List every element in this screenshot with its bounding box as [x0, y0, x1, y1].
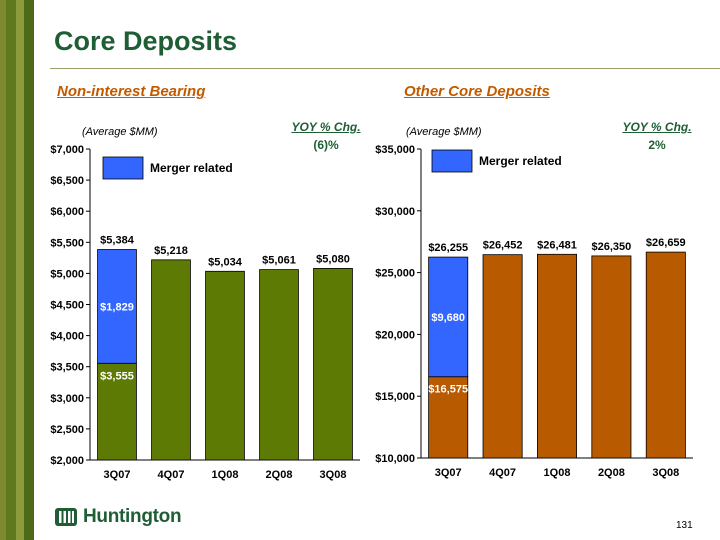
left-yoy-label: YOY % Chg.: [291, 120, 361, 134]
right-yoy-value: 2%: [648, 138, 666, 152]
right-section-heading: Other Core Deposits: [404, 83, 550, 100]
left-bar-4Q07: [151, 259, 191, 461]
decorative-side-band: [0, 0, 34, 540]
left-legend-label: Merger related: [150, 161, 233, 175]
left-legend-swatch: [102, 156, 144, 180]
left-bar-2Q08: [259, 269, 299, 461]
right-merger-bar-3Q07: [428, 256, 469, 378]
left-y-tick-label: $2,500: [50, 424, 84, 436]
right-legend-swatch: [431, 149, 473, 173]
left-y-tick-label: $2,000: [50, 455, 84, 467]
left-total-label: $5,384: [100, 235, 135, 247]
right-bar-1Q08: [537, 253, 577, 459]
right-total-label: $26,452: [483, 240, 523, 252]
left-y-tick-label: $3,500: [50, 362, 84, 374]
right-y-tick-label: $10,000: [375, 453, 415, 465]
left-y-tick-label: $4,500: [50, 300, 84, 312]
right-total-label: $26,255: [428, 242, 468, 254]
left-unit-note: (Average $MM): [82, 126, 158, 138]
right-bar-3Q07: [428, 376, 469, 459]
right-y-tick-label: $30,000: [375, 206, 415, 218]
left-y-tick-label: $5,500: [50, 237, 84, 249]
left-x-tick-label: 2Q08: [266, 469, 293, 481]
left-merger-bar-3Q07: [97, 249, 137, 364]
left-yoy-value: (6)%: [313, 138, 339, 152]
right-legend-label: Merger related: [479, 154, 562, 168]
right-y-tick-label: $15,000: [375, 391, 415, 403]
right-total-label: $26,350: [592, 241, 632, 253]
right-bar-3Q08: [645, 251, 686, 459]
huntington-logo-icon: [55, 508, 77, 526]
right-x-tick-label: 1Q08: [544, 467, 571, 479]
title-divider: [50, 68, 720, 69]
left-x-tick-label: 3Q07: [104, 469, 131, 481]
right-bar-2Q08: [591, 255, 632, 459]
right-y-tick-label: $35,000: [375, 144, 415, 156]
left-y-tick-label: $5,000: [50, 268, 84, 280]
right-y-tick-label: $25,000: [375, 268, 415, 280]
huntington-logo: Huntington: [55, 505, 182, 529]
left-total-label: $5,034: [208, 256, 243, 268]
left-segment-label: $1,829: [100, 301, 134, 313]
right-segment-label: $9,680: [431, 312, 465, 324]
left-y-tick-label: $7,000: [50, 144, 84, 156]
left-y-tick-label: $6,000: [50, 206, 84, 218]
left-total-label: $5,061: [262, 255, 296, 267]
left-bar-1Q08: [205, 270, 245, 461]
left-y-tick-label: $4,000: [50, 331, 84, 343]
right-x-tick-label: 2Q08: [598, 467, 625, 479]
left-bar-3Q07: [97, 362, 137, 461]
left-bar-3Q08: [313, 268, 353, 461]
right-x-tick-label: 3Q07: [435, 467, 462, 479]
page-number: 131: [676, 520, 693, 531]
right-x-tick-label: 3Q08: [652, 467, 679, 479]
right-total-label: $26,481: [537, 239, 577, 251]
logo-text: Huntington: [83, 506, 182, 527]
left-y-tick-label: $3,000: [50, 393, 84, 405]
right-bar-4Q07: [482, 254, 523, 459]
left-total-label: $5,218: [154, 245, 188, 257]
right-segment-label: $16,575: [428, 384, 468, 396]
left-x-tick-label: 4Q07: [158, 469, 185, 481]
left-x-tick-label: 3Q08: [320, 469, 347, 481]
right-x-tick-label: 4Q07: [489, 467, 516, 479]
left-x-tick-label: 1Q08: [212, 469, 239, 481]
right-yoy-label: YOY % Chg.: [622, 120, 692, 134]
page-title: Core Deposits: [54, 26, 238, 56]
left-total-label: $5,080: [316, 253, 350, 265]
right-y-tick-label: $20,000: [375, 329, 415, 341]
right-unit-note: (Average $MM): [406, 126, 482, 138]
left-y-tick-label: $6,500: [50, 175, 84, 187]
left-segment-label: $3,555: [100, 370, 134, 382]
right-total-label: $26,659: [646, 237, 686, 249]
left-section-heading: Non-interest Bearing: [57, 83, 206, 100]
